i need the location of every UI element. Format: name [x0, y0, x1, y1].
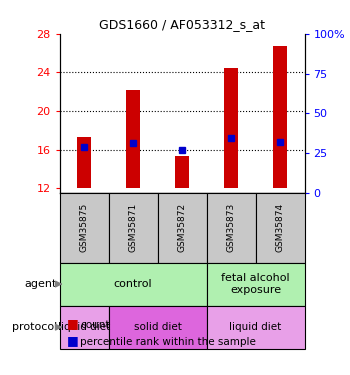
Bar [108, 193, 158, 262]
Bar [60, 193, 108, 262]
Text: ■: ■ [66, 317, 78, 330]
Bar [206, 306, 304, 349]
Bar [224, 68, 238, 188]
Text: count: count [80, 320, 110, 330]
Text: GSM35871: GSM35871 [128, 203, 138, 252]
Text: GSM35872: GSM35872 [177, 203, 187, 252]
Text: agent: agent [25, 279, 57, 289]
Text: GSM35875: GSM35875 [79, 203, 89, 252]
Text: percentile rank within the sample: percentile rank within the sample [80, 337, 256, 347]
Bar [126, 90, 140, 188]
Text: control: control [114, 279, 152, 289]
Text: solid diet: solid diet [134, 322, 181, 332]
Bar [60, 306, 108, 349]
Text: ■: ■ [66, 334, 78, 347]
Bar [273, 46, 287, 188]
Text: liquid diet: liquid diet [58, 322, 110, 332]
Title: GDS1660 / AF053312_s_at: GDS1660 / AF053312_s_at [99, 18, 265, 31]
Bar [108, 306, 206, 349]
Bar [206, 262, 304, 306]
Bar [206, 193, 256, 262]
Text: GSM35874: GSM35874 [275, 203, 285, 252]
Text: fetal alcohol
exposure: fetal alcohol exposure [221, 273, 290, 295]
Bar [77, 137, 91, 188]
Bar [158, 193, 206, 262]
Text: GSM35873: GSM35873 [226, 203, 236, 252]
Bar [175, 156, 189, 188]
Bar [256, 193, 304, 262]
Text: liquid diet: liquid diet [229, 322, 282, 332]
Text: protocol: protocol [12, 322, 57, 332]
Bar [60, 262, 206, 306]
